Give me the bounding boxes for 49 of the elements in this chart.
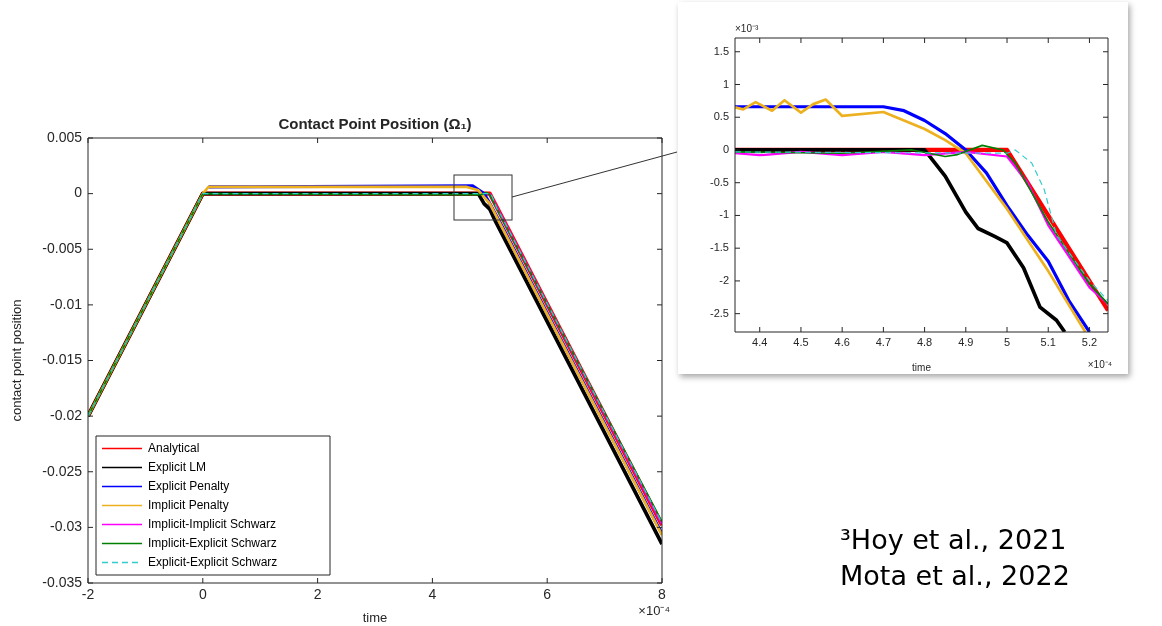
x-tick-label: 8 [658, 586, 667, 603]
y-tick-label: -0.035 [42, 573, 83, 590]
y-tick-label: 1.5 [713, 44, 729, 57]
y-tick-label: -0.02 [50, 406, 83, 423]
legend-label: Implicit-Explicit Schwarz [148, 535, 277, 550]
x-tick-label: 6 [543, 586, 552, 603]
x-tick-label: 4.9 [958, 335, 974, 348]
x-tick-label: 4.6 [834, 335, 850, 348]
legend-label: Analytical [148, 440, 200, 455]
y-tick-label: -2.5 [710, 306, 729, 319]
x-axis-title: time [362, 609, 388, 625]
y-tick-label: -0.015 [42, 351, 83, 368]
y-tick-label: -0.005 [42, 240, 83, 257]
x-tick-label: 5.2 [1081, 335, 1098, 348]
legend-label: Implicit Penalty [148, 497, 229, 512]
text: ³Hoy et al., 2021 [840, 523, 1068, 557]
y-tick-label: -0.5 [710, 175, 729, 188]
x-tick-label: 4.7 [875, 335, 892, 348]
text: Mota et al., 2022 [840, 559, 1070, 593]
x-tick-label: 5 [1003, 335, 1011, 348]
chart-title: Contact Point Position (Ω₁) [278, 114, 472, 132]
x-tick-label: 5.1 [1040, 335, 1056, 348]
y-tick-label: 1 [722, 77, 729, 90]
x-tick-label: 4.5 [793, 335, 809, 348]
y-tick-label: -0.03 [50, 518, 83, 535]
y-tick-label: -0.01 [50, 295, 83, 312]
y-tick-label: -1 [719, 208, 729, 221]
y-axis-title: contact point position [9, 299, 25, 422]
y-tick-label: -1.5 [710, 241, 729, 254]
y-tick-label: -2 [719, 273, 729, 286]
x-tick-label: 4 [428, 586, 437, 603]
x-tick-label: 4.4 [752, 335, 768, 348]
x-axis-title: time [912, 361, 932, 373]
text: ×10⁻³ [735, 22, 759, 34]
x-tick-label: 4.8 [916, 335, 933, 348]
legend-label: Explicit-Explicit Schwarz [148, 554, 278, 569]
legend-label: Explicit Penalty [148, 478, 230, 493]
x-tick-label: 0 [198, 586, 207, 603]
x-tick-label: 2 [313, 586, 322, 603]
y-tick-label: 0 [722, 143, 729, 155]
legend-label: Implicit-Implicit Schwarz [148, 516, 277, 531]
x-tick-label: -2 [81, 586, 95, 603]
legend-label: Explicit LM [148, 459, 207, 474]
y-tick-label: 0 [74, 184, 83, 201]
y-tick-label: 0.005 [46, 128, 83, 145]
y-tick-label: -0.025 [42, 462, 83, 479]
y-tick-label: 0.5 [713, 110, 729, 123]
text: ×10⁻⁴ [1087, 358, 1112, 370]
text: ×10⁻⁴ [638, 603, 670, 619]
